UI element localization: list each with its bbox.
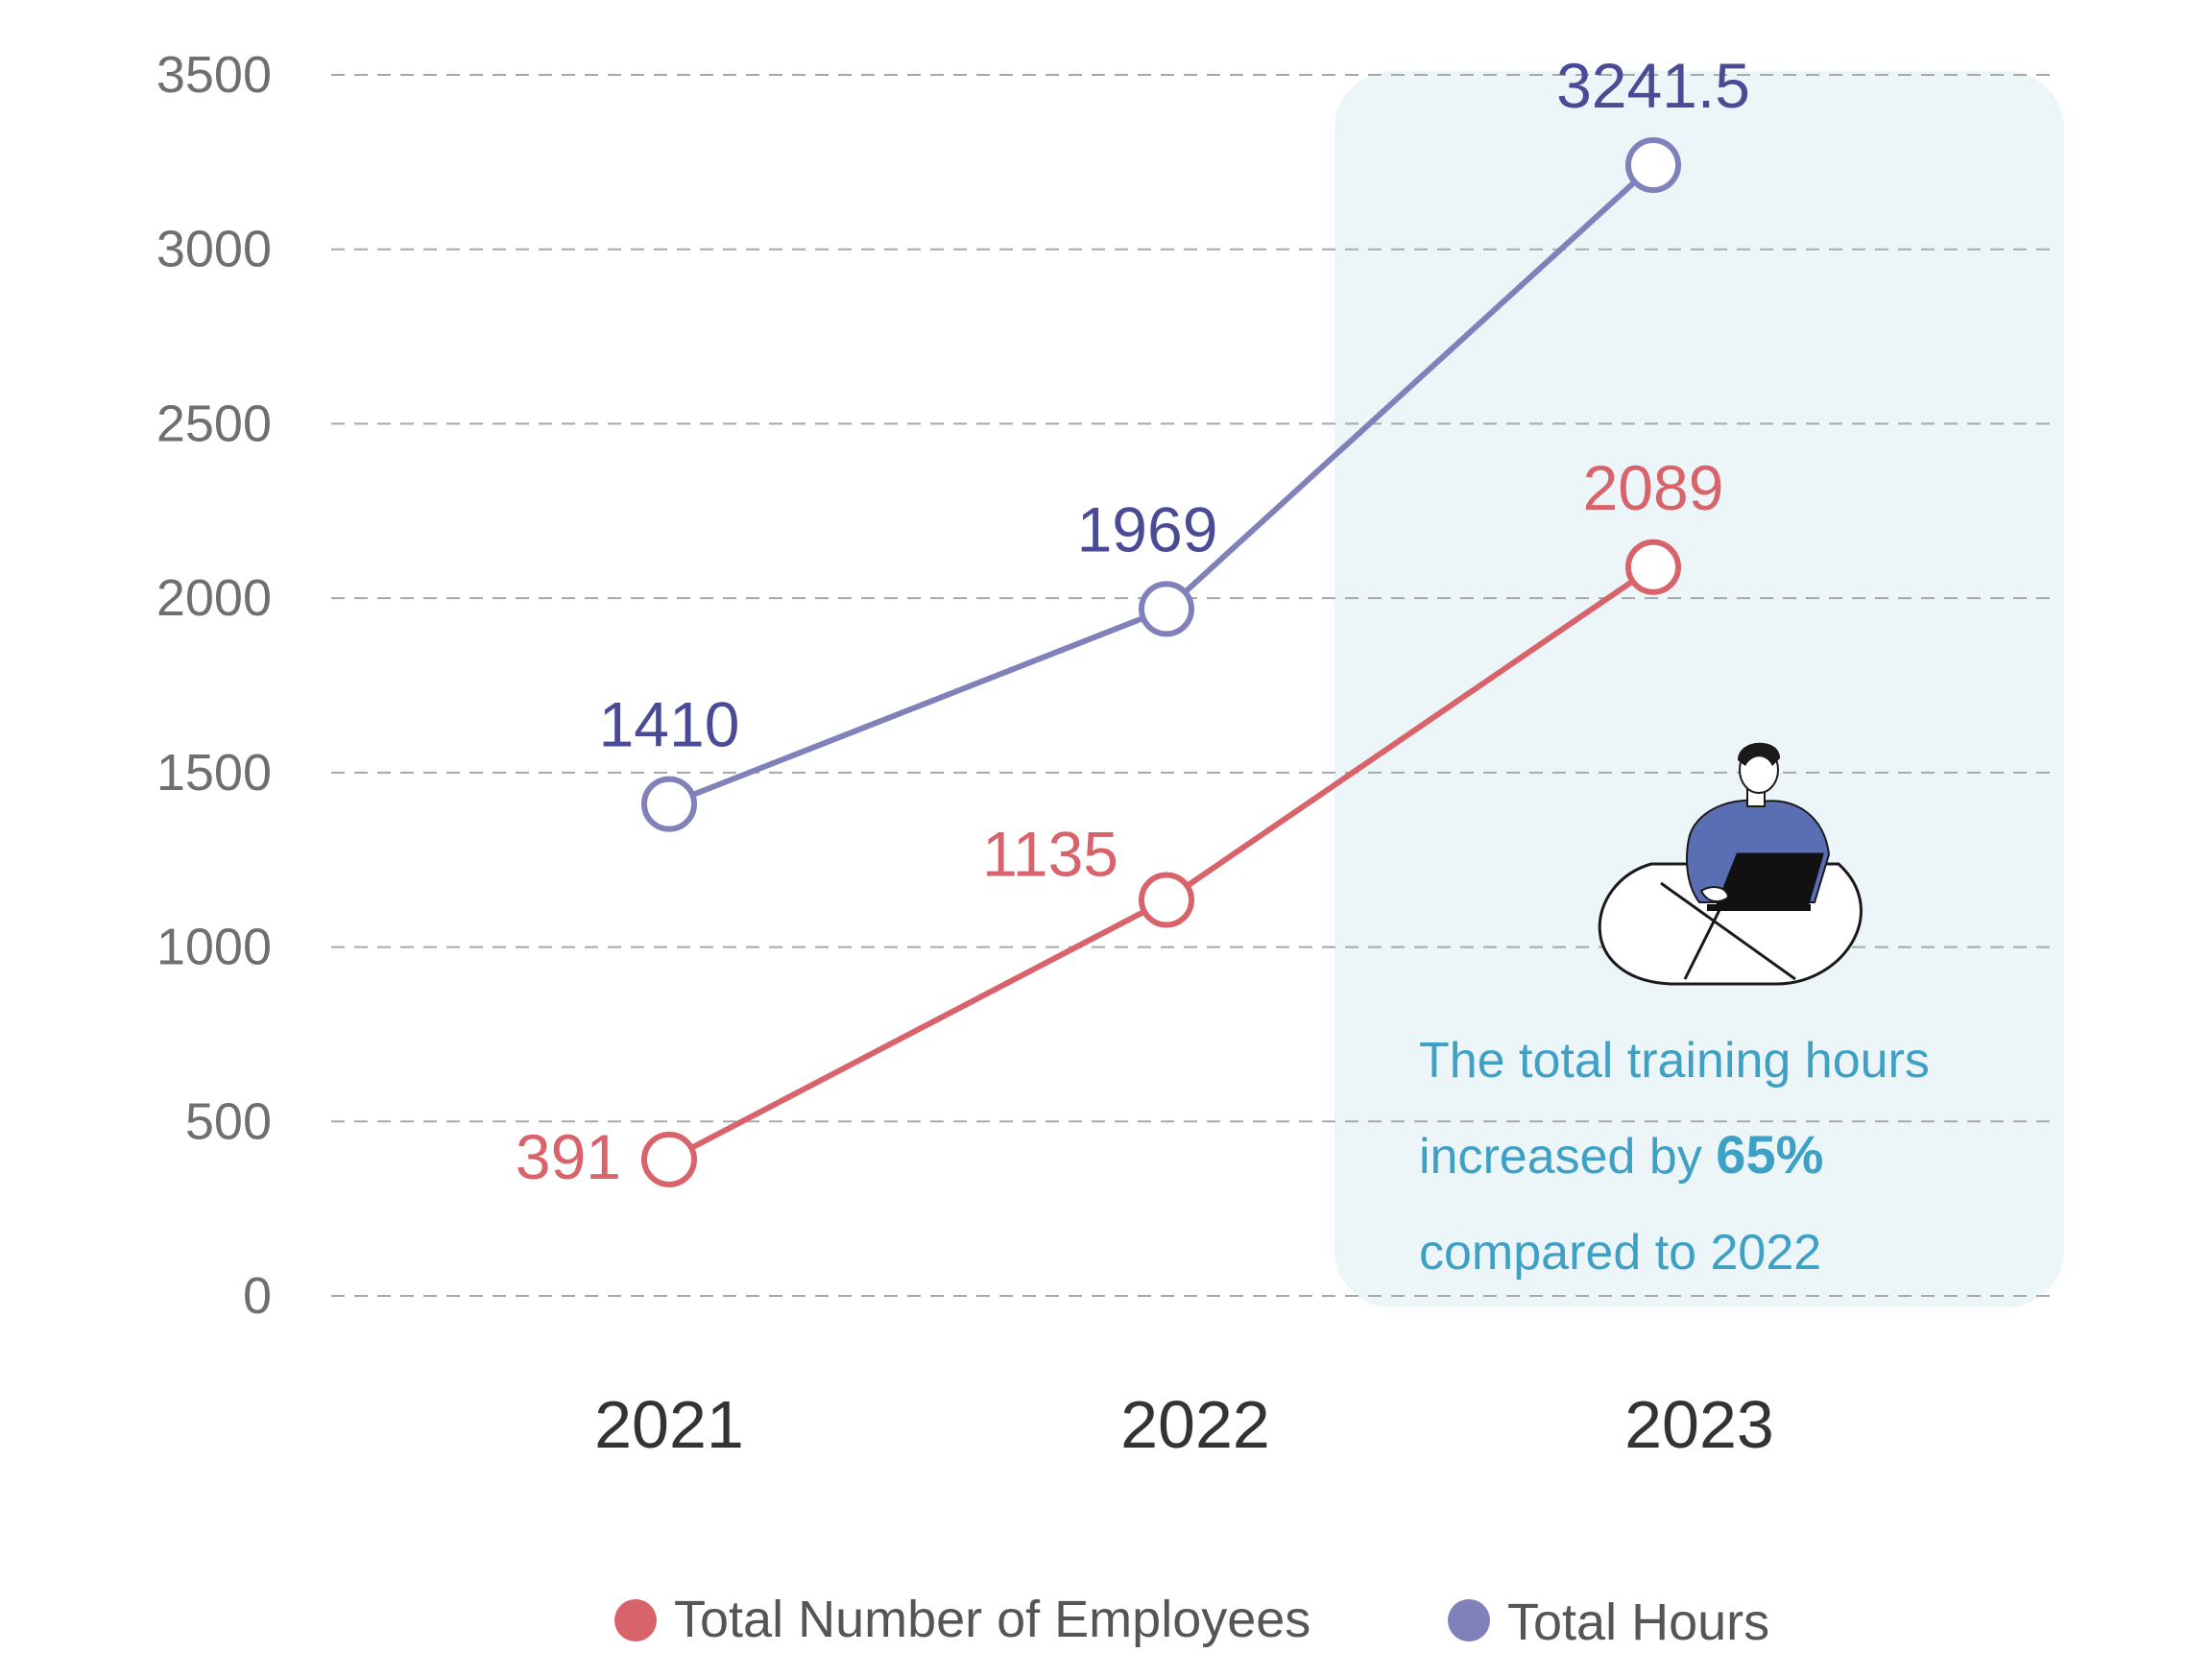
- highlight-panel: [1334, 71, 2064, 1307]
- data-point: [1625, 539, 1681, 595]
- y-tick-label: 3000: [156, 221, 272, 278]
- annotation-line-3: compared to 2022: [1419, 1225, 1821, 1281]
- annotation-line-1: The total training hours: [1419, 1033, 1930, 1089]
- data-point: [1139, 581, 1194, 637]
- x-axis: 2021 2022 2023: [594, 1387, 1774, 1462]
- data-label: 3241.5: [1556, 50, 1750, 121]
- annotation-emphasis: 65%: [1716, 1124, 1823, 1185]
- annotation-line-2: increased by 65%: [1419, 1124, 1823, 1185]
- person-with-laptop-icon: [1598, 742, 1863, 986]
- x-tick-label: 2023: [1624, 1387, 1774, 1462]
- y-tick-label: 1500: [156, 744, 272, 802]
- legend-label: Total Number of Employees: [674, 1591, 1310, 1648]
- y-tick-label: 2500: [156, 395, 272, 452]
- x-tick-label: 2021: [594, 1387, 744, 1462]
- y-tick-label: 0: [243, 1267, 272, 1325]
- y-tick-label: 2000: [156, 569, 272, 627]
- data-point: [1625, 136, 1681, 193]
- legend-item-0: Total Number of Employees: [614, 1591, 1310, 1648]
- data-label: 1410: [599, 689, 740, 760]
- annotation-line-2-prefix: increased by: [1419, 1129, 1716, 1185]
- y-tick-label: 1000: [156, 919, 272, 976]
- data-label: 1135: [982, 819, 1118, 890]
- series-1: 1410 1969 3241.5: [599, 50, 1750, 832]
- legend-swatch: [614, 1599, 657, 1641]
- legend: Total Number of Employees Total Hours: [614, 1591, 1769, 1651]
- y-tick-label: 3500: [156, 46, 272, 104]
- legend-swatch: [1448, 1599, 1490, 1641]
- y-tick-label: 500: [185, 1092, 272, 1150]
- series-layer: 391 1135 2089 1410 1969 3241.5: [516, 50, 1750, 1192]
- series-0: 391 1135 2089: [516, 452, 1724, 1192]
- y-axis: 0 500 1000 1500 2000 2500 3000 3500: [156, 46, 272, 1325]
- data-point: [641, 776, 697, 832]
- data-point: [1139, 872, 1194, 928]
- legend-item-1: Total Hours: [1448, 1593, 1769, 1651]
- annotation-text: The total training hours increased by 65…: [1419, 1033, 1930, 1281]
- x-tick-label: 2022: [1120, 1387, 1270, 1462]
- legend-label: Total Hours: [1507, 1593, 1769, 1651]
- data-point: [641, 1131, 697, 1187]
- data-label: 1969: [1077, 493, 1218, 564]
- data-label: 391: [516, 1121, 621, 1192]
- data-label: 2089: [1583, 452, 1724, 523]
